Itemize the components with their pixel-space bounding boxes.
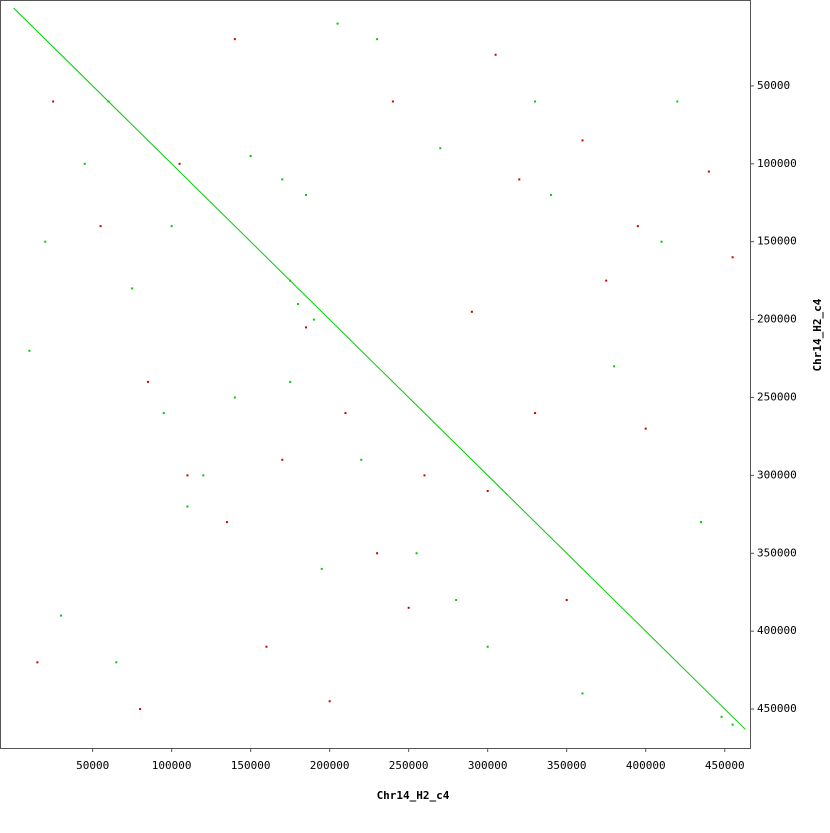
dot [700, 521, 703, 524]
y-tick-label: 50000 [757, 79, 790, 92]
dot [304, 193, 307, 196]
x-tick-label: 450000 [705, 759, 745, 772]
dot [202, 474, 205, 477]
dot [36, 661, 39, 664]
dot [312, 318, 315, 321]
dot [99, 225, 102, 228]
dot [139, 708, 142, 711]
dot [44, 240, 47, 243]
dot [455, 599, 458, 602]
x-tick-label: 350000 [547, 759, 587, 772]
y-tick-label: 200000 [757, 313, 797, 326]
dot [146, 380, 149, 383]
dot [518, 178, 521, 181]
dot [107, 100, 110, 103]
dot [265, 645, 268, 648]
x-tick-label: 400000 [626, 759, 666, 772]
dot [407, 606, 410, 609]
dot [289, 380, 292, 383]
dot [178, 162, 181, 165]
dot [439, 147, 442, 150]
dot [131, 287, 134, 290]
y-tick-label: 450000 [757, 702, 797, 715]
dot [115, 661, 118, 664]
dot [549, 193, 552, 196]
dot [423, 474, 426, 477]
dot [233, 396, 236, 399]
dot [249, 155, 252, 158]
dot [28, 349, 31, 352]
dot [720, 715, 723, 718]
dot [360, 458, 363, 461]
dot [534, 412, 537, 415]
dot [186, 474, 189, 477]
dot [336, 22, 339, 25]
dot [186, 505, 189, 508]
y-tick-label: 100000 [757, 157, 797, 170]
dot [225, 521, 228, 524]
dot [644, 427, 647, 430]
x-tick-label: 50000 [76, 759, 109, 772]
dot [605, 279, 608, 282]
y-tick-label: 300000 [757, 468, 797, 481]
dot [636, 225, 639, 228]
dot [328, 700, 331, 703]
y-tick-label: 250000 [757, 390, 797, 403]
dot [170, 225, 173, 228]
dot [297, 303, 300, 306]
dot [60, 614, 63, 617]
x-tick-label: 300000 [468, 759, 508, 772]
dot [281, 178, 284, 181]
dot [391, 100, 394, 103]
dot [581, 139, 584, 142]
y-tick-label: 400000 [757, 624, 797, 637]
dot [470, 310, 473, 313]
dot [376, 38, 379, 41]
y-axis-label: Chr14_H2_c4 [811, 298, 824, 371]
dot [486, 645, 489, 648]
x-axis-label: Chr14_H2_c4 [377, 789, 450, 802]
dot [320, 567, 323, 570]
dot [613, 365, 616, 368]
dot [660, 240, 663, 243]
dot [162, 412, 165, 415]
dot [289, 279, 292, 282]
alignment-line [13, 7, 746, 730]
dot [344, 412, 347, 415]
dot [676, 100, 679, 103]
y-tick-label: 150000 [757, 235, 797, 248]
dot [486, 489, 489, 492]
dot [281, 458, 284, 461]
dot [233, 38, 236, 41]
dot [707, 170, 710, 173]
dot [415, 552, 418, 555]
dot [565, 599, 568, 602]
y-tick-label: 350000 [757, 546, 797, 559]
dot [731, 256, 734, 259]
dot [83, 162, 86, 165]
dot [52, 100, 55, 103]
dot [376, 552, 379, 555]
x-tick-label: 150000 [231, 759, 271, 772]
dot [304, 326, 307, 329]
x-tick-label: 100000 [152, 759, 192, 772]
x-tick-label: 250000 [389, 759, 429, 772]
dot [534, 100, 537, 103]
dot [494, 53, 497, 56]
dot [731, 723, 734, 726]
plot-frame [0, 0, 751, 749]
x-tick-label: 200000 [310, 759, 350, 772]
dot [581, 692, 584, 695]
